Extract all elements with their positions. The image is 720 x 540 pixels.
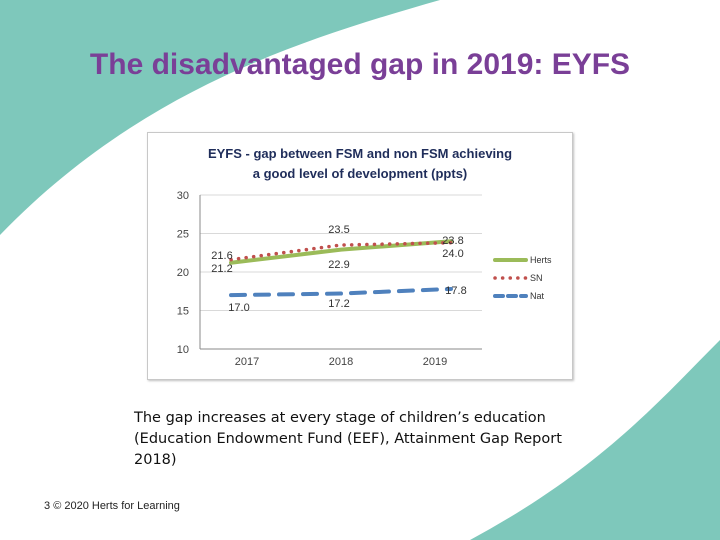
y-tick-label: 25: [177, 229, 189, 241]
footer-copyright: © 2020 Herts for Learning: [53, 500, 180, 512]
chart-legend: Herts SN Nat: [493, 255, 552, 301]
series-line-sn: [229, 240, 453, 262]
data-label-nat: 17.8: [445, 285, 466, 297]
legend-label-sn: SN: [530, 273, 543, 283]
chart-title-line-1: EYFS - gap between FSM and non FSM achie…: [208, 146, 512, 161]
y-tick-label: 15: [177, 306, 189, 318]
line-chart: EYFS - gap between FSM and non FSM achie…: [177, 146, 552, 368]
teal-swoosh-bottom-right: [470, 340, 720, 540]
chart-container: EYFS - gap between FSM and non FSM achie…: [147, 132, 573, 380]
data-label-sn: 23.5: [328, 224, 349, 236]
body-text: The gap increases at every stage of chil…: [134, 410, 562, 468]
x-tick-label: 2018: [329, 356, 353, 368]
legend-label-nat: Nat: [530, 291, 545, 301]
slide-title: The disadvantaged gap in 2019: EYFS: [89, 48, 631, 81]
teal-swoosh-top-left: [0, 0, 440, 235]
axes: 10 15 20 25 30 2017 2018 2019: [177, 190, 482, 368]
data-label-nat: 17.2: [328, 298, 349, 310]
series-line-nat: [229, 286, 453, 298]
legend-label-herts: Herts: [530, 255, 552, 265]
data-label-sn: 23.8: [442, 235, 463, 247]
series-line-herts: [229, 239, 453, 265]
data-label-herts: 22.9: [328, 259, 349, 271]
slide-number: 3: [44, 500, 51, 512]
y-tick-label: 10: [177, 344, 189, 356]
y-tick-label: 30: [177, 190, 189, 202]
data-label-herts: 21.2: [211, 263, 232, 275]
chart-title-line-2: a good level of development (ppts): [253, 166, 468, 181]
data-labels: 21.2 22.9 24.0 21.6 23.5 23.8 17.0 17.2 17.8: [211, 224, 466, 314]
x-tick-label: 2017: [235, 356, 259, 368]
y-tick-label: 20: [177, 267, 189, 279]
x-tick-label: 2019: [423, 356, 447, 368]
footer: 3 © 2020 Herts for Learning: [44, 500, 180, 512]
gridlines: [200, 194, 482, 350]
data-label-herts: 24.0: [442, 248, 463, 260]
series-lines: [229, 239, 453, 298]
data-label-sn: 21.6: [211, 250, 232, 262]
data-label-nat: 17.0: [228, 302, 249, 314]
